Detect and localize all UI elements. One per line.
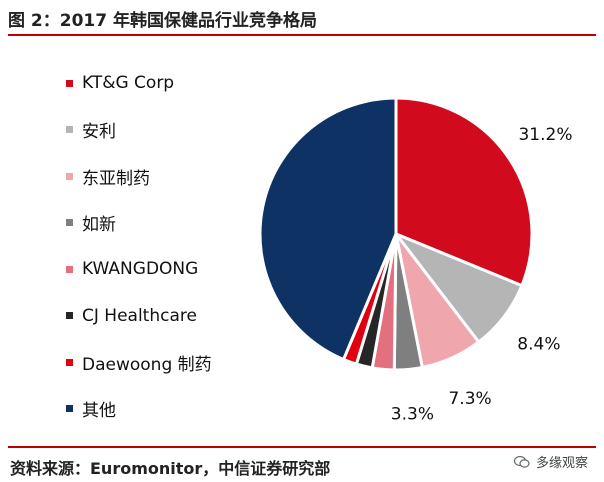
data-label: 31.2% <box>518 125 572 145</box>
data-label: 3.3% <box>391 404 434 424</box>
watermark: 多缘观察 <box>513 452 588 471</box>
legend-item: KT&G Corp <box>66 72 174 94</box>
legend-item: 安利 <box>66 119 116 142</box>
title-divider <box>8 34 596 36</box>
legend-swatch <box>66 126 73 133</box>
legend-item: KWANGDONG <box>66 258 198 280</box>
data-label: 8.4% <box>517 334 560 354</box>
legend-label: KWANGDONG <box>82 259 199 279</box>
legend-swatch <box>66 358 73 366</box>
legend-swatch <box>66 172 73 180</box>
legend-label: 东亚制药 <box>82 168 150 189</box>
legend-swatch <box>66 312 73 319</box>
legend-item: 其他 <box>66 398 116 421</box>
legend-item: Daewoong 制药 <box>66 351 212 375</box>
legend-swatch <box>66 219 73 226</box>
legend-label: 安利 <box>82 122 116 142</box>
legend-swatch <box>66 79 73 87</box>
legend-item: 如新 <box>66 212 116 235</box>
legend-label: KT&G Corp <box>82 73 175 93</box>
legend-label: Daewoong 制药 <box>82 354 212 375</box>
legend-label: CJ Healthcare <box>82 305 197 326</box>
legend-swatch <box>66 265 73 273</box>
data-label: 7.3% <box>448 389 491 409</box>
figure-title: 图 2：2017 年韩国保健品行业竞争格局 <box>8 11 317 31</box>
wechat-icon <box>513 455 530 468</box>
legend-label: 其他 <box>82 401 116 421</box>
legend-label: 如新 <box>82 215 116 235</box>
source-note: 资料来源：Euromonitor，中信证券研究部 <box>10 459 331 478</box>
pie-slice <box>394 96 534 288</box>
legend-item: CJ Healthcare <box>66 305 197 327</box>
source-divider <box>8 446 596 448</box>
legend-item: 东亚制药 <box>66 165 150 189</box>
pie-slice <box>258 96 398 361</box>
watermark-text: 多缘观察 <box>535 456 588 471</box>
legend-swatch <box>66 405 73 412</box>
